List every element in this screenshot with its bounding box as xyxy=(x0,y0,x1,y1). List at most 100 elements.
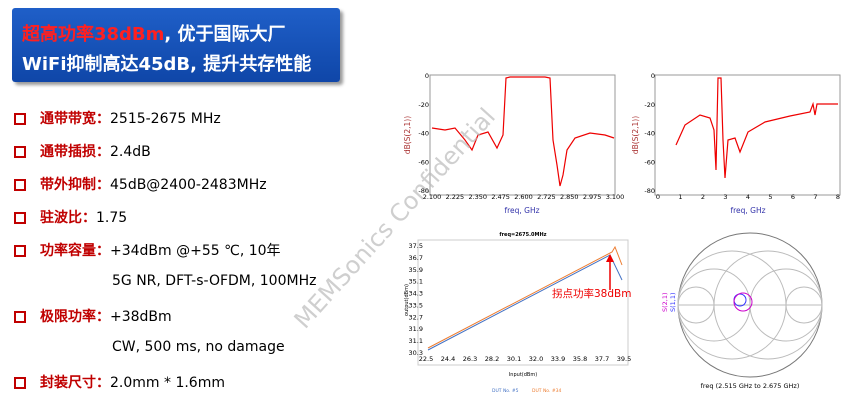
y-axis-label: output(dBm) xyxy=(404,284,410,316)
x-axis-label: freq, GHz xyxy=(504,206,539,215)
spec-item: 功率容量：+34dBm @+55 ℃, 10年 xyxy=(14,240,281,260)
x-axis-label: freq, GHz xyxy=(730,206,765,215)
y-axis-label: dB(S(2,1)) xyxy=(631,116,640,154)
spec-label: 功率容量： xyxy=(40,243,110,259)
spec-continuation: CW, 500 ms, no damage xyxy=(112,339,285,355)
spec-item: 通带带宽：2515-2675 MHz xyxy=(14,108,221,128)
bullet xyxy=(14,113,26,125)
arrow-head xyxy=(606,254,614,262)
header-text: , 优于国际大厂 xyxy=(164,24,286,45)
x-tick-label: 2.975 xyxy=(583,193,602,201)
spec-label: 驻波比： xyxy=(40,210,96,226)
x-tick-label: 6 xyxy=(791,193,795,201)
spec-item: 封装尺寸：2.0mm * 1.6mm xyxy=(14,372,225,392)
y-tick-label: 34.3 xyxy=(409,290,423,298)
spec-value: 2.4dB xyxy=(110,144,151,160)
chart-title: freq=2675.0MHz xyxy=(499,232,546,238)
spec-label: 带外抑制： xyxy=(40,177,110,193)
curve xyxy=(427,254,623,351)
spec-label: 通带带宽： xyxy=(40,111,110,127)
y-tick-label: 0 xyxy=(651,72,655,80)
y-tick-label: 35.1 xyxy=(409,278,423,286)
y-tick-label: 37.5 xyxy=(409,242,423,250)
x-tick-label: 2.725 xyxy=(537,193,556,201)
y-tick-label: 31.1 xyxy=(409,337,423,345)
y-tick-label: -20 xyxy=(644,101,655,109)
bullet xyxy=(14,311,26,323)
spec-item: 通带插损：2.4dB xyxy=(14,141,151,161)
spec-value: +38dBm xyxy=(110,309,172,325)
spec-label: 通带插损： xyxy=(40,144,110,160)
header: 超高功率38dBm, 优于国际大厂 WiFi抑制高达45dB, 提升共存性能 xyxy=(12,8,340,82)
x-tick-label: 39.5 xyxy=(617,355,631,363)
y-tick-label: -60 xyxy=(644,158,655,166)
x-tick-label: 35.8 xyxy=(573,355,587,363)
x-tick-label: 2 xyxy=(701,193,705,201)
curve xyxy=(675,77,838,179)
spec-continuation: 5G NR, DFT-s-OFDM, 100MHz xyxy=(112,273,317,289)
legend-entry: S(2,1) xyxy=(661,292,669,312)
spec-item: 带外抑制：45dB@2400-2483MHz xyxy=(14,174,267,194)
spec-value: 1.75 xyxy=(96,210,128,226)
bullet xyxy=(14,377,26,389)
spec-value: 2515-2675 MHz xyxy=(110,111,221,127)
x-tick-label: 2.600 xyxy=(514,193,533,201)
y-tick-label: 33.5 xyxy=(409,301,423,309)
x-tick-label: 3.100 xyxy=(606,193,625,201)
bullet xyxy=(14,245,26,257)
spec-item: 驻波比：1.75 xyxy=(14,207,127,227)
header-line: 超高功率38dBm, 优于国际大厂 xyxy=(22,20,286,46)
plot-frame xyxy=(429,74,616,196)
x-tick-label: 8 xyxy=(836,193,840,201)
x-tick-label: 2.475 xyxy=(491,193,510,201)
x-tick-label: 24.4 xyxy=(441,355,455,363)
curve xyxy=(427,245,623,349)
y-tick-label: 32.7 xyxy=(409,313,423,321)
y-tick-label: 0 xyxy=(425,72,429,80)
y-tick-label: 36.7 xyxy=(409,254,423,262)
x-tick-label: 4 xyxy=(746,193,750,201)
trace xyxy=(733,293,747,307)
y-tick-label: -40 xyxy=(418,130,429,138)
x-tick-label: 37.7 xyxy=(595,355,609,363)
plot-frame xyxy=(654,74,841,196)
spec-value: 2.0mm * 1.6mm xyxy=(110,375,225,391)
x-axis-label: Input(dBm) xyxy=(509,372,537,378)
watermark: MEMSonics Confidential xyxy=(289,103,501,334)
x-tick-label: 22.5 xyxy=(419,355,433,363)
x-tick-label: 33.9 xyxy=(551,355,565,363)
highlight: 超高功率38dBm xyxy=(22,24,165,45)
x-tick-label: 26.3 xyxy=(463,355,477,363)
y-tick-label: 31.9 xyxy=(409,325,423,333)
x-tick-label: 3 xyxy=(723,193,727,201)
y-tick-label: -60 xyxy=(418,158,429,166)
x-tick-label: 2.350 xyxy=(468,193,487,201)
legend-entry: DUT No. #34 xyxy=(532,388,561,394)
legend-entry: S(1,1) xyxy=(669,292,677,312)
y-tick-label: 35.9 xyxy=(409,266,423,274)
y-tick-label: -80 xyxy=(418,187,429,195)
y-tick-label: 30.3 xyxy=(409,349,423,357)
plot-frame xyxy=(417,239,629,366)
trace xyxy=(733,292,753,312)
legend-entry: DUT No. #5 xyxy=(492,388,519,394)
bullet xyxy=(14,146,26,158)
smith-grid xyxy=(677,250,823,360)
x-tick-label: 32.0 xyxy=(529,355,543,363)
y-tick-label: -80 xyxy=(644,187,655,195)
spec-value: 45dB@2400-2483MHz xyxy=(110,177,267,193)
curve xyxy=(431,76,615,187)
annotation: 拐点功率38dBm xyxy=(552,287,631,300)
x-tick-label: 30.1 xyxy=(507,355,521,363)
x-tick-label: 5 xyxy=(768,193,772,201)
bullet xyxy=(14,179,26,191)
spec-label: 封装尺寸： xyxy=(40,375,110,391)
x-tick-label: 7 xyxy=(813,193,817,201)
bullet xyxy=(14,212,26,224)
spec-label: 极限功率： xyxy=(40,309,110,325)
x-tick-label: 0 xyxy=(656,193,660,201)
x-tick-label: 2.850 xyxy=(560,193,579,201)
y-tick-label: -40 xyxy=(644,130,655,138)
